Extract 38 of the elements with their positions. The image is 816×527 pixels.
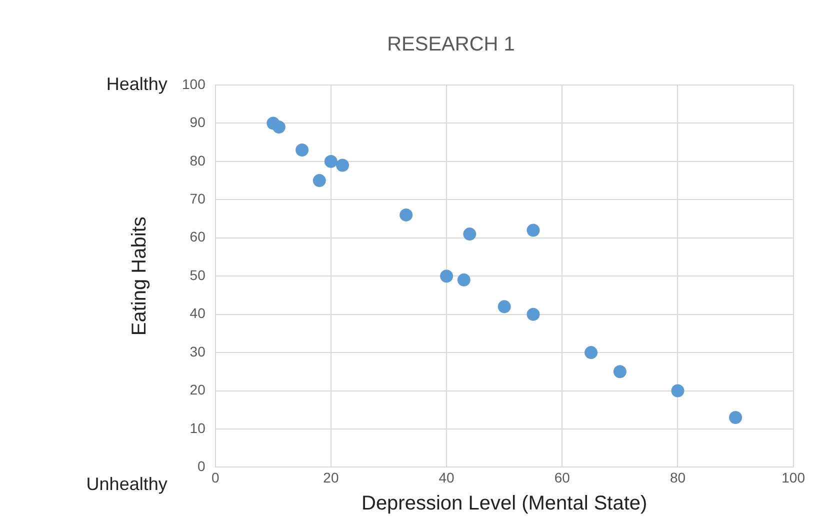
point (729, 411, 742, 424)
point (613, 365, 626, 378)
y-tick-label: 60 (190, 228, 206, 245)
point (526, 308, 540, 321)
chart-title: RESEARCH 1 (387, 34, 515, 56)
x-tick-label: 100 (782, 469, 806, 486)
y-tick-label: 0 (198, 458, 206, 474)
x-tick-label: 40 (438, 469, 455, 486)
x-tick-label: 80 (670, 469, 686, 486)
point (312, 174, 326, 188)
y-tick-label: 50 (190, 266, 206, 283)
point (324, 154, 338, 168)
text: Unhealthy (86, 474, 168, 494)
y-tick-label: 80 (190, 152, 206, 168)
y-axis-title: Eating Habits (128, 216, 151, 336)
point (526, 224, 540, 237)
point (463, 228, 476, 241)
point (336, 158, 350, 172)
point (296, 143, 309, 156)
y-tick-label: 40 (190, 305, 206, 322)
point (400, 208, 413, 222)
x-axis-title: Depression Level (Mental State) (361, 492, 648, 515)
text: Healthy (106, 74, 168, 94)
y-tick-label: 30 (190, 343, 206, 360)
x-tick-label: 20 (323, 469, 339, 486)
y-tick-label: 100 (182, 76, 206, 92)
point (498, 300, 511, 314)
point (272, 120, 286, 134)
y-tick-label: 90 (190, 114, 206, 130)
y-tick-label: 10 (190, 420, 206, 436)
point (457, 273, 470, 286)
x-tick-label: 0 (211, 469, 220, 486)
point (671, 384, 684, 398)
point (440, 270, 454, 283)
y-tick-label: 20 (190, 382, 206, 398)
y-tick-label: 70 (190, 190, 206, 207)
point (584, 346, 598, 360)
x-tick-label: 60 (554, 469, 570, 486)
